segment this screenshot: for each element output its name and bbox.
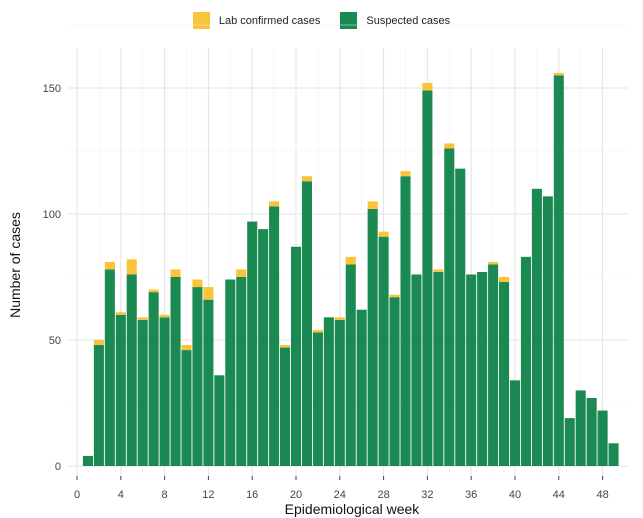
legend-label-lab-confirmed: Lab confirmed cases [218,14,321,27]
x-tick-label: 32 [421,489,433,501]
bar-suspected-week-35 [455,168,466,466]
bar-lab-confirmed-week-2 [93,340,104,346]
bar-suspected-week-16 [247,221,258,466]
x-axis-label: Epidemiological week [284,501,420,517]
bar-suspected-week-9 [170,277,181,466]
bar-lab-confirmed-week-6 [137,317,148,320]
bar-lab-confirmed-week-15 [236,269,247,277]
bar-suspected-week-41 [520,256,531,466]
bar-suspected-week-47 [586,397,597,466]
bar-suspected-week-26 [356,309,367,466]
bar-suspected-week-4 [115,314,126,466]
legend-label-suspected: Suspected cases [366,14,451,27]
bar-lab-confirmed-week-11 [192,279,203,288]
bar-lab-confirmed-week-9 [170,269,181,277]
bar-suspected-week-2 [93,345,104,466]
bar-lab-confirmed-week-7 [148,289,159,293]
y-tick-label: 100 [43,209,61,221]
bar-suspected-week-14 [225,279,236,466]
bar-suspected-week-40 [509,380,521,466]
bar-lab-confirmed-week-22 [312,329,323,333]
bar-suspected-week-36 [466,274,477,466]
x-tick-label: 28 [377,489,389,501]
x-tick-label: 48 [596,489,608,501]
bar-lab-confirmed-week-25 [345,256,356,265]
bar-lab-confirmed-week-24 [334,317,345,320]
bar-lab-confirmed-week-28 [378,231,389,237]
bar-lab-confirmed-week-39 [499,277,510,283]
bar-suspected-week-17 [258,229,269,466]
bar-lab-confirmed-week-27 [367,201,378,209]
y-tick-label: 150 [43,83,61,95]
bar-lab-confirmed-week-38 [488,261,499,265]
y-tick-label: 50 [49,335,61,347]
bar-suspected-week-11 [192,287,203,466]
bar-suspected-week-20 [290,246,302,466]
bar-suspected-week-15 [236,277,247,466]
bar-suspected-week-1 [82,455,93,466]
bar-suspected-week-8 [159,317,170,466]
bar-lab-confirmed-week-34 [444,143,455,149]
bar-lab-confirmed-week-21 [301,176,312,182]
bar-suspected-week-31 [411,274,422,466]
bar-suspected-week-25 [345,264,356,466]
x-tick-label: 20 [290,489,302,501]
bar-suspected-week-33 [433,271,444,466]
bar-suspected-week-19 [280,347,291,466]
bar-suspected-week-32 [422,90,433,467]
bar-suspected-week-27 [367,208,378,466]
bar-suspected-week-22 [312,332,323,466]
x-tick-label: 24 [334,489,346,501]
bar-suspected-week-49 [608,443,619,466]
bar-lab-confirmed-week-8 [159,314,170,318]
bar-suspected-week-28 [378,236,389,466]
x-tick-label: 8 [162,489,168,501]
bar-suspected-week-10 [181,350,192,466]
bar-suspected-week-42 [531,188,542,467]
bar-suspected-week-12 [203,299,214,466]
bar-lab-confirmed-week-33 [433,269,444,272]
x-tick-label: 40 [509,489,521,501]
bar-suspected-week-43 [542,196,553,467]
bar-suspected-week-18 [269,206,280,466]
bar-lab-confirmed-week-5 [126,259,137,275]
x-tick-label: 36 [465,489,477,501]
bar-lab-confirmed-week-3 [104,261,115,270]
x-tick-label: 44 [553,489,565,501]
x-tick-label: 16 [246,489,258,501]
bar-suspected-week-21 [301,181,312,467]
bar-suspected-week-7 [148,292,159,466]
x-tick-label: 12 [202,489,214,501]
bar-suspected-week-45 [564,418,575,466]
bar-suspected-week-30 [400,176,411,466]
bar-suspected-week-39 [499,282,510,466]
bar-suspected-week-6 [137,319,148,466]
bar-suspected-week-38 [488,264,499,466]
bar-lab-confirmed-week-44 [553,72,564,76]
bar-lab-confirmed-week-32 [422,82,433,91]
bar-suspected-week-13 [214,375,225,466]
bar-lab-confirmed-week-4 [115,312,126,315]
bar-suspected-week-5 [126,274,137,466]
bar-lab-confirmed-week-29 [389,294,400,298]
bar-suspected-week-46 [575,390,586,466]
bar-suspected-week-44 [553,75,564,467]
bar-suspected-week-37 [477,271,488,466]
y-tick-label: 0 [55,461,61,473]
y-axis-label: Number of cases [7,212,23,318]
bar-suspected-week-24 [334,319,345,466]
bar-lab-confirmed-week-19 [280,345,291,348]
bar-suspected-week-48 [597,410,608,466]
bar-suspected-week-29 [389,297,400,466]
bar-suspected-week-3 [104,269,115,466]
bar-lab-confirmed-week-10 [181,345,192,351]
bar-lab-confirmed-week-18 [269,201,280,207]
bar-suspected-week-34 [444,148,455,467]
x-tick-label: 0 [74,489,80,501]
bar-lab-confirmed-week-30 [400,171,411,177]
x-tick-label: 4 [118,489,124,501]
bar-suspected-week-23 [323,317,334,466]
bar-lab-confirmed-week-12 [203,287,214,300]
